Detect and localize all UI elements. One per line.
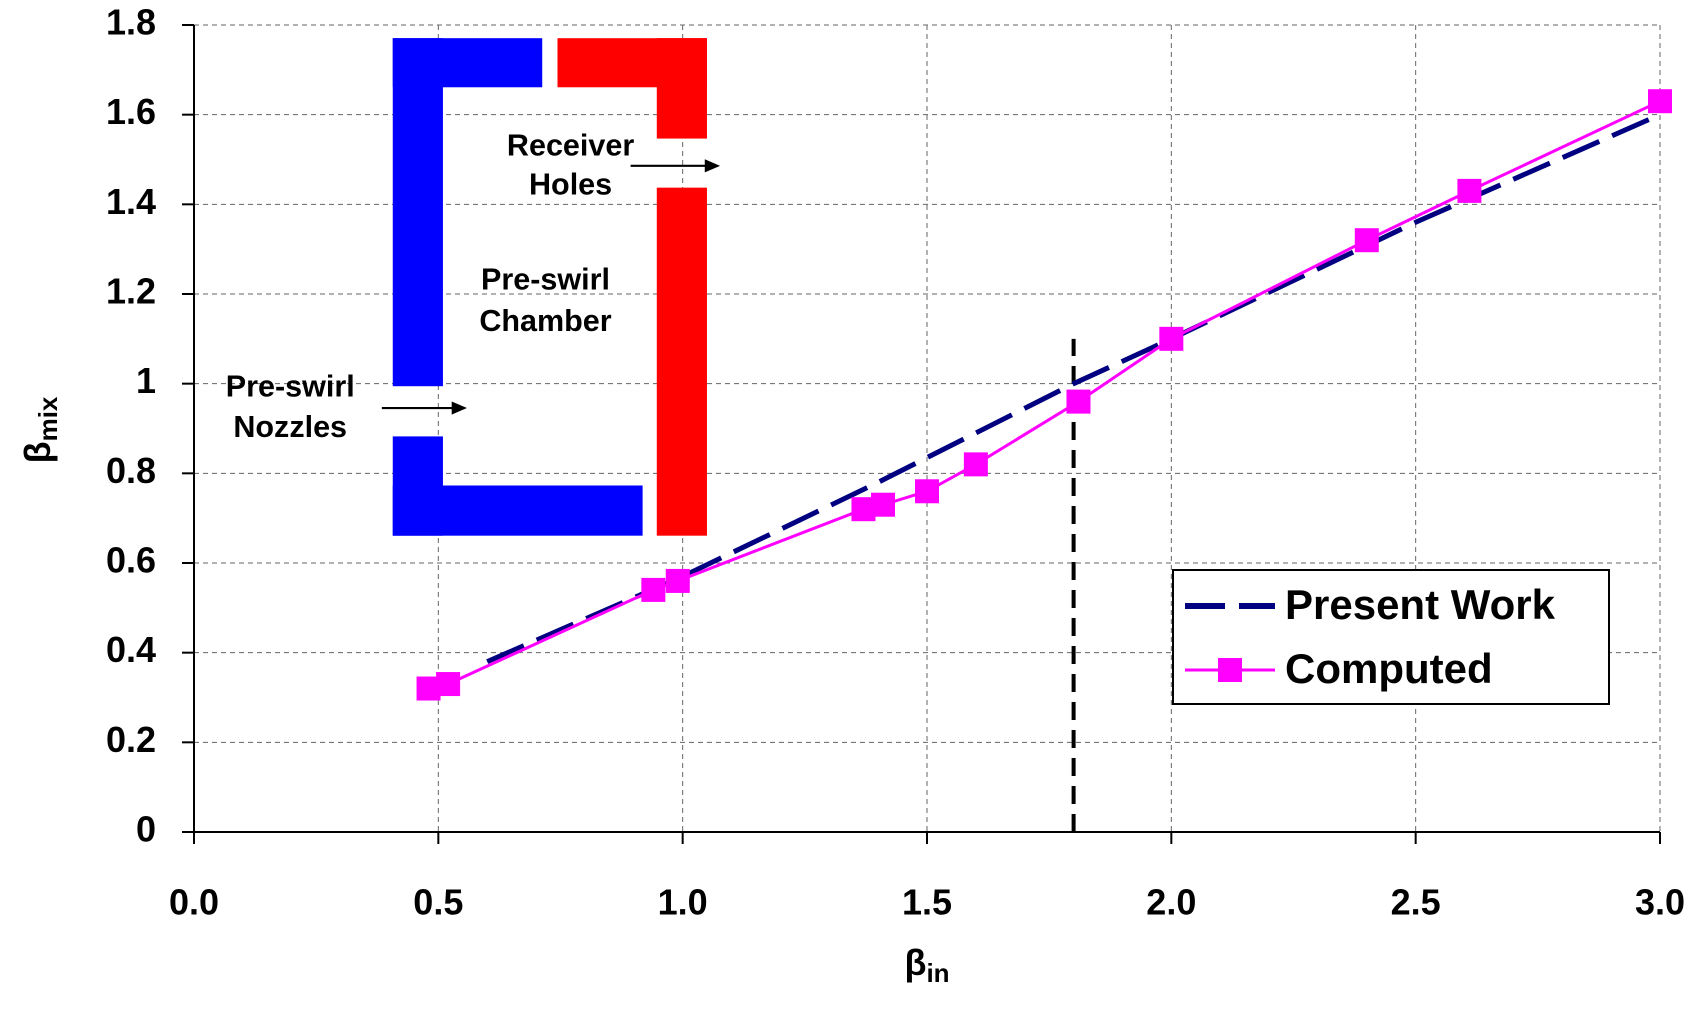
legend-marker bbox=[1218, 658, 1242, 682]
marker bbox=[1159, 326, 1184, 351]
x-tick-label: 3.0 bbox=[1635, 882, 1685, 923]
inset-diagram: Receiver Holes Pre-swirl Chamber Pre-swi… bbox=[226, 38, 721, 536]
marker bbox=[915, 479, 939, 504]
marker bbox=[1457, 178, 1482, 203]
y-tick-label: 0.2 bbox=[106, 719, 156, 760]
marker bbox=[1354, 228, 1379, 253]
y-tick-label: 0 bbox=[136, 809, 156, 850]
y-tick-label: 1.4 bbox=[106, 181, 156, 222]
x-tick-label: 1.0 bbox=[658, 882, 708, 923]
x-tick-label: 0.0 bbox=[169, 882, 219, 923]
x-axis-label: βin bbox=[904, 942, 949, 988]
y-tick-label: 0.8 bbox=[106, 450, 156, 491]
y-axis-label-sub: mix bbox=[33, 396, 63, 441]
y-tick-label: 1.8 bbox=[106, 2, 156, 43]
marker bbox=[641, 577, 666, 602]
diagram-shape bbox=[656, 38, 707, 139]
annotation: Receiver bbox=[507, 128, 634, 162]
marker bbox=[436, 672, 461, 697]
y-tick-label: 0.6 bbox=[106, 540, 156, 581]
x-tick-label: 2.5 bbox=[1391, 882, 1441, 923]
legend-box bbox=[1172, 569, 1610, 705]
y-tick-label: 1 bbox=[136, 360, 156, 401]
marker bbox=[963, 452, 988, 477]
diagram-shape bbox=[392, 38, 443, 387]
x-tick-label: 0.5 bbox=[413, 882, 463, 923]
annotation: Chamber bbox=[479, 304, 611, 338]
marker bbox=[871, 492, 896, 517]
annotation: Pre-swirl bbox=[481, 263, 610, 297]
annotation: Pre-swirl bbox=[226, 369, 355, 403]
marker bbox=[665, 568, 690, 593]
y-tick-label: 0.4 bbox=[106, 629, 156, 670]
y-axis-label: βmix bbox=[17, 396, 63, 463]
annotation: Holes bbox=[529, 168, 612, 202]
x-axis-label-main: β bbox=[904, 942, 926, 983]
x-tick-label: 1.5 bbox=[902, 882, 952, 923]
arrow-head bbox=[704, 159, 721, 173]
legend-label: Present Work bbox=[1285, 581, 1556, 628]
y-axis-label-main: β bbox=[17, 441, 58, 463]
legend-label: Computed bbox=[1285, 645, 1493, 692]
diagram-shape bbox=[656, 187, 707, 536]
y-tick-label: 1.6 bbox=[106, 91, 156, 132]
series-line bbox=[486, 112, 1662, 664]
diagram-shape bbox=[392, 485, 643, 536]
marker bbox=[1066, 389, 1091, 414]
x-tick-label: 2.0 bbox=[1146, 882, 1196, 923]
y-tick-label: 1.2 bbox=[106, 271, 156, 312]
annotation: Nozzles bbox=[233, 410, 347, 444]
arrow-head bbox=[451, 401, 467, 415]
x-axis-label-sub: in bbox=[926, 958, 949, 988]
marker bbox=[1648, 89, 1672, 114]
